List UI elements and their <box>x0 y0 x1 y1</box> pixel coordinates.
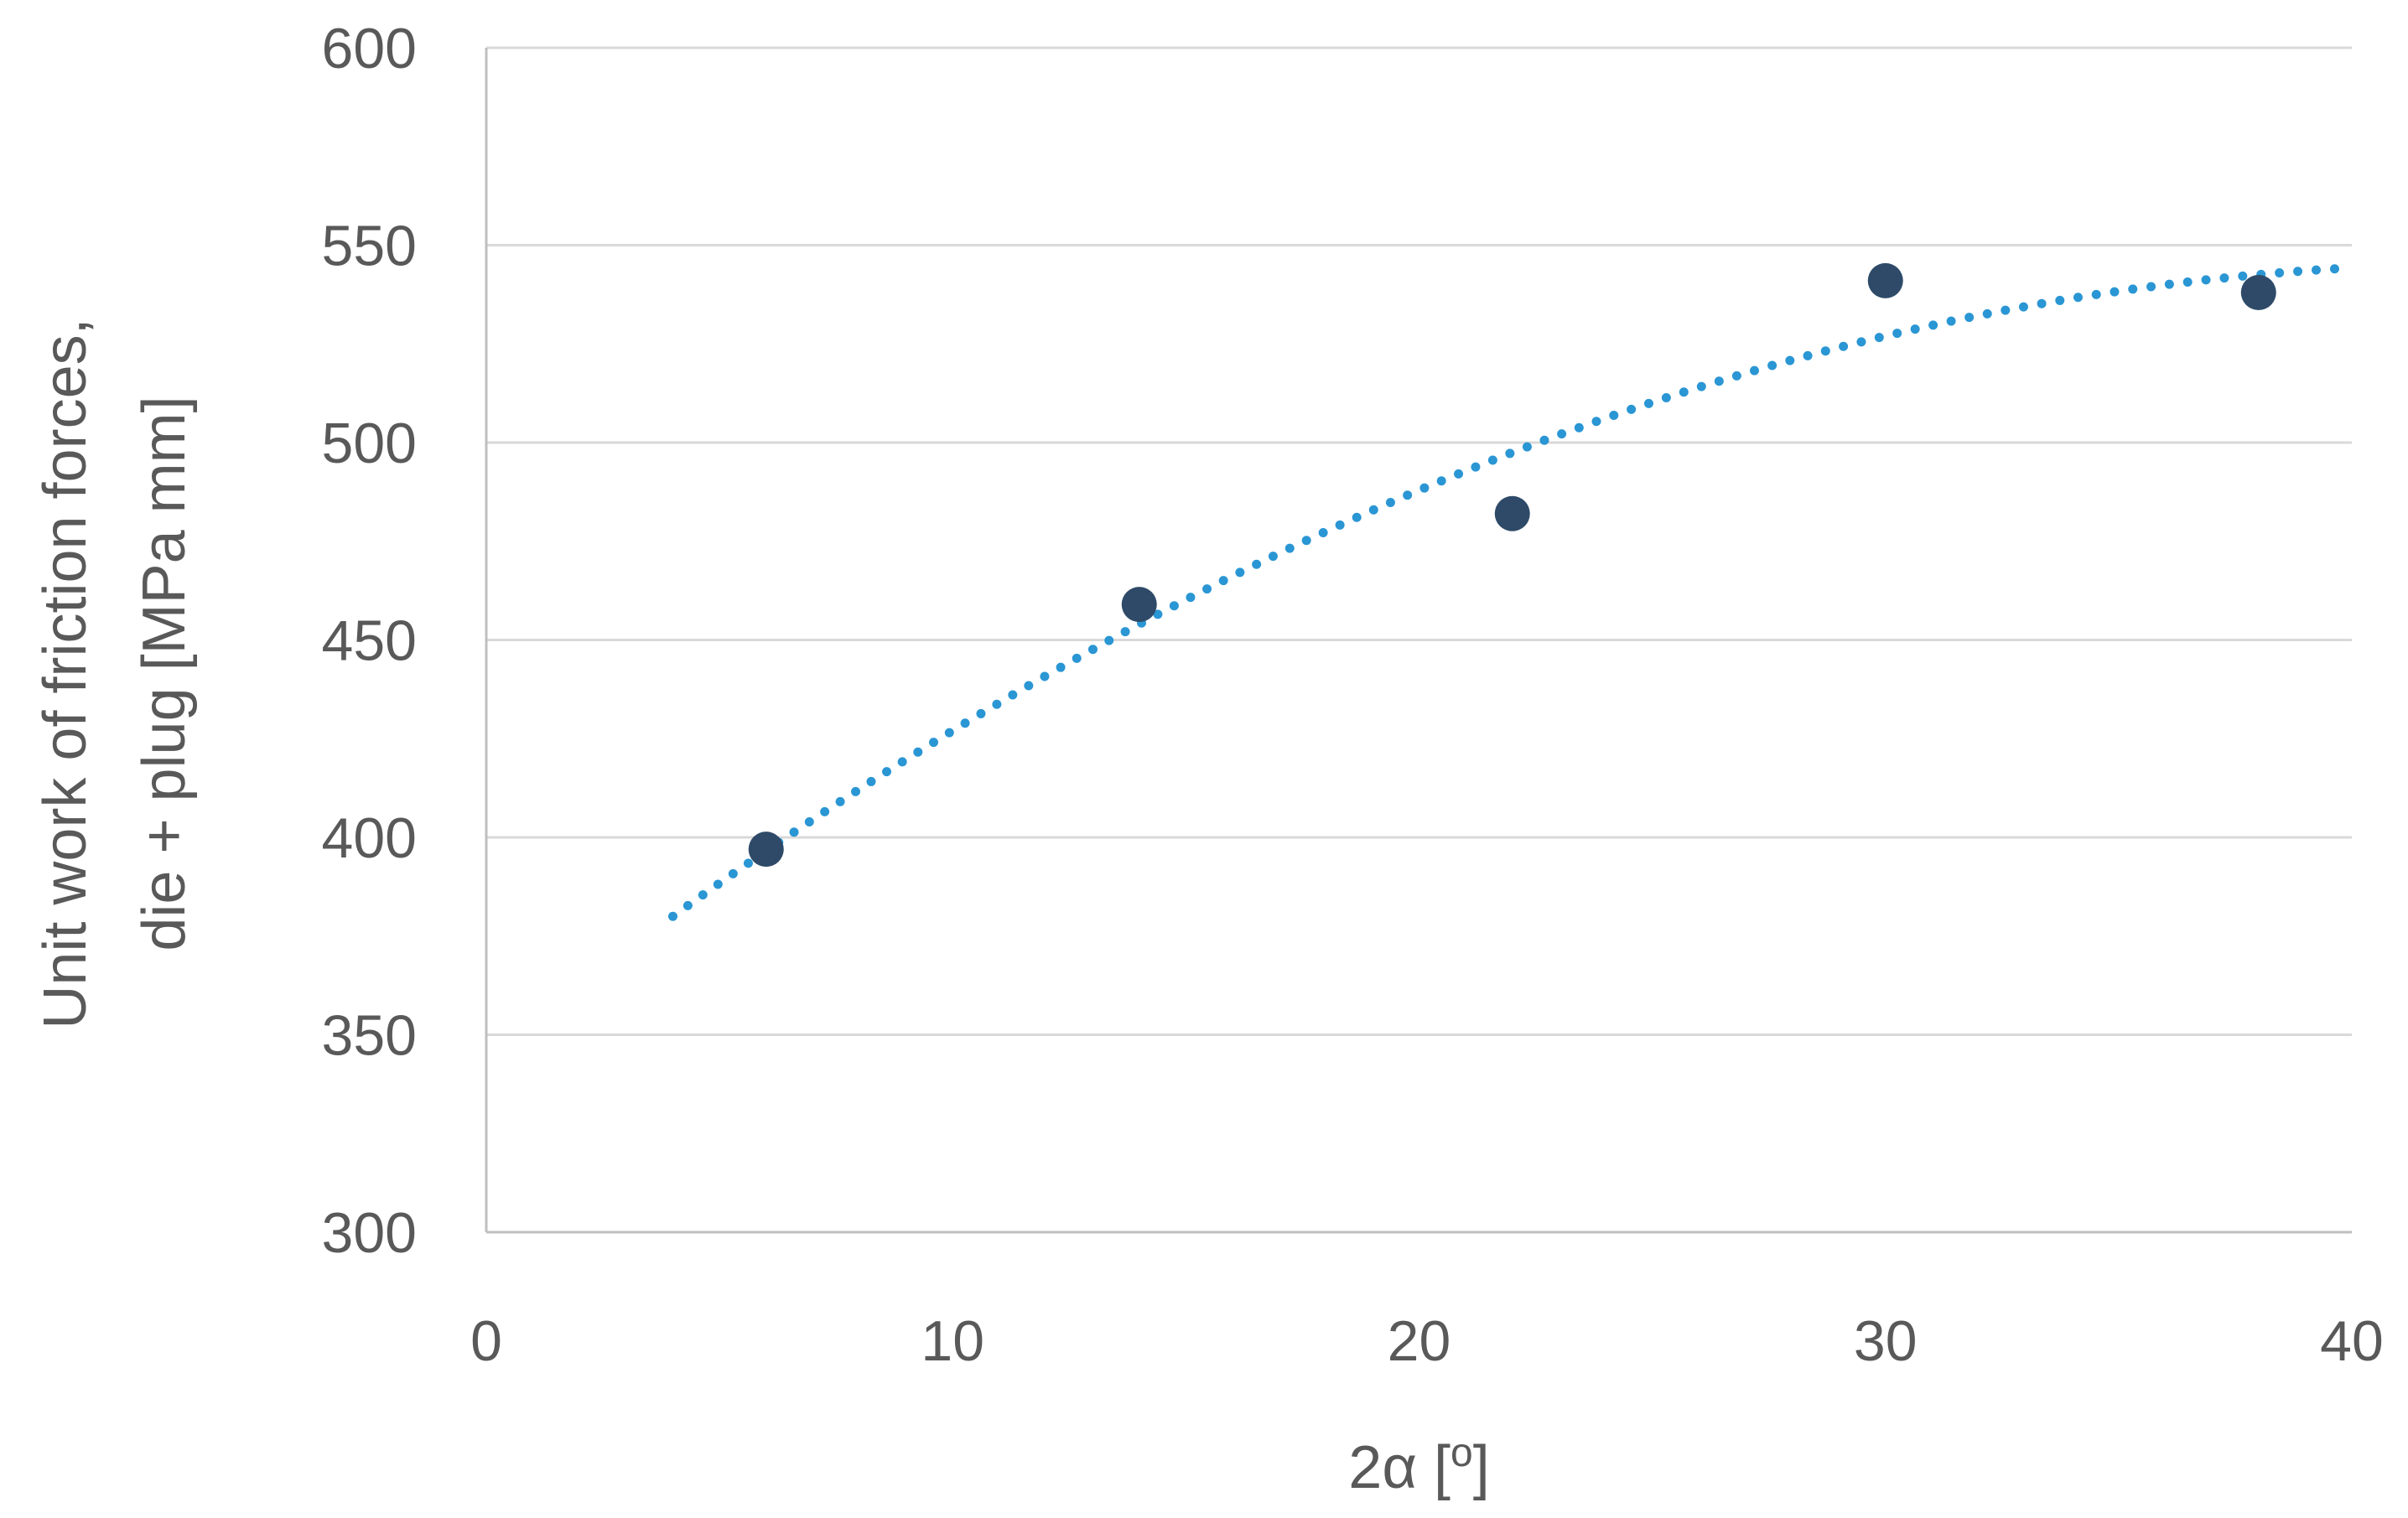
data-point <box>748 832 784 868</box>
x-tick-label-40: 40 <box>2320 1309 2384 1373</box>
x-tick-label-30: 30 <box>1854 1309 1918 1373</box>
y-tick-label-600: 600 <box>322 17 417 80</box>
x-tick-label-10: 10 <box>921 1309 984 1373</box>
y-axis-title-line-2: die + plug [MPa mm] <box>131 396 198 951</box>
y-tick-label-400: 400 <box>322 806 417 870</box>
y-tick-label-450: 450 <box>322 609 417 673</box>
axis-titles: 2α [o] Unit work of friction forces, die… <box>32 318 1490 1501</box>
y-tick-label-350: 350 <box>322 1004 417 1068</box>
tick-labels: 300 350 400 450 500 550 600 0 10 20 30 40 <box>322 17 2384 1373</box>
gridlines <box>486 46 2352 1036</box>
x-axis-title: 2α [o] <box>1348 1431 1489 1502</box>
x-tick-label-20: 20 <box>1388 1309 1451 1373</box>
trendline-layer <box>668 263 2357 921</box>
data-point <box>1867 262 1903 298</box>
trendline <box>668 263 2357 921</box>
axes <box>485 48 2352 1234</box>
y-tick-label-300: 300 <box>322 1201 417 1265</box>
data-points <box>748 262 2276 868</box>
data-point <box>1121 587 1157 623</box>
y-tick-label-500: 500 <box>322 412 417 475</box>
y-tick-label-550: 550 <box>322 215 417 278</box>
x-axis-title-bracket: ] <box>1473 1434 1490 1501</box>
data-point <box>1494 495 1530 531</box>
data-point <box>2240 275 2276 311</box>
y-axis-title-line-1: Unit work of friction forces, <box>32 318 99 1028</box>
x-axis-title-superscript: o <box>1451 1431 1473 1475</box>
x-tick-label-0: 0 <box>470 1309 502 1373</box>
